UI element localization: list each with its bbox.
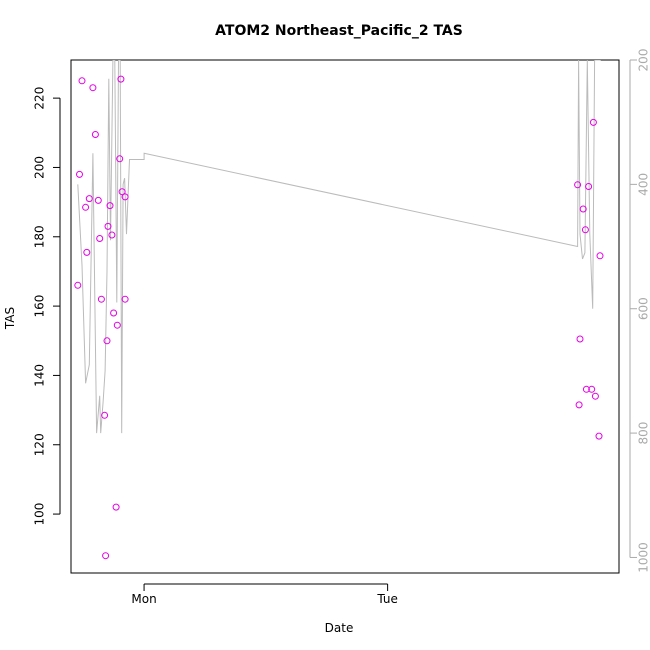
data-point xyxy=(579,205,587,213)
data-point xyxy=(581,226,589,234)
y-tick-label: 100 xyxy=(33,503,47,526)
series-line xyxy=(77,60,601,434)
y-tick-label: 120 xyxy=(33,433,47,456)
y-axis-left: 100 120 140 160 180 200 220 xyxy=(33,87,61,526)
y-tick-label: 160 xyxy=(33,295,47,318)
data-point xyxy=(110,309,118,317)
series-line-group xyxy=(77,60,601,434)
data-point xyxy=(83,248,91,256)
data-point xyxy=(575,401,583,409)
data-point xyxy=(113,321,121,329)
data-point xyxy=(102,552,110,560)
data-point xyxy=(589,118,597,126)
data-point xyxy=(74,281,82,289)
y-tick-label: 200 xyxy=(33,156,47,179)
right-tick-label: 800 xyxy=(637,422,650,445)
right-tick-label: 200 xyxy=(637,49,650,72)
data-point xyxy=(85,195,93,203)
right-tick-label: 1000 xyxy=(637,542,650,573)
data-point xyxy=(117,75,125,83)
data-point xyxy=(118,188,126,196)
data-point xyxy=(89,84,97,92)
x-axis: Mon Tue xyxy=(131,583,398,606)
data-point xyxy=(121,193,129,201)
data-point xyxy=(582,385,590,393)
data-point xyxy=(585,183,593,190)
data-point xyxy=(91,131,99,138)
right-tick-label: 600 xyxy=(637,297,650,320)
data-point xyxy=(82,203,90,211)
data-point xyxy=(76,170,83,178)
plot-frame xyxy=(70,59,620,574)
data-point xyxy=(97,295,105,303)
series-points-group xyxy=(74,75,604,560)
data-point xyxy=(591,392,599,400)
data-point xyxy=(96,235,104,242)
x-axis-label: Date xyxy=(325,621,354,635)
data-point xyxy=(576,335,584,343)
data-point xyxy=(103,337,111,345)
y-tick-label: 180 xyxy=(33,225,47,248)
y-axis-right: 200 400 600 800 1000 xyxy=(629,49,650,573)
y-tick-label: 220 xyxy=(33,87,47,110)
data-point xyxy=(78,77,86,85)
data-point xyxy=(101,411,109,419)
data-point xyxy=(121,295,129,303)
x-tick-label: Mon xyxy=(131,592,156,606)
data-point xyxy=(588,385,596,393)
y-tick-label: 140 xyxy=(33,364,47,387)
data-point xyxy=(108,231,116,239)
chart-title: ATOM2 Northeast_Pacific_2 TAS xyxy=(215,23,463,39)
y-axis-label: TAS xyxy=(3,307,17,330)
data-point xyxy=(596,252,604,260)
data-point xyxy=(595,432,603,440)
data-point xyxy=(94,196,102,204)
data-point xyxy=(116,155,124,163)
data-point xyxy=(104,222,112,230)
data-point xyxy=(106,202,114,210)
x-tick-label: Tue xyxy=(376,592,398,606)
data-point xyxy=(574,181,582,189)
data-point xyxy=(112,503,120,511)
right-tick-label: 400 xyxy=(637,173,650,196)
